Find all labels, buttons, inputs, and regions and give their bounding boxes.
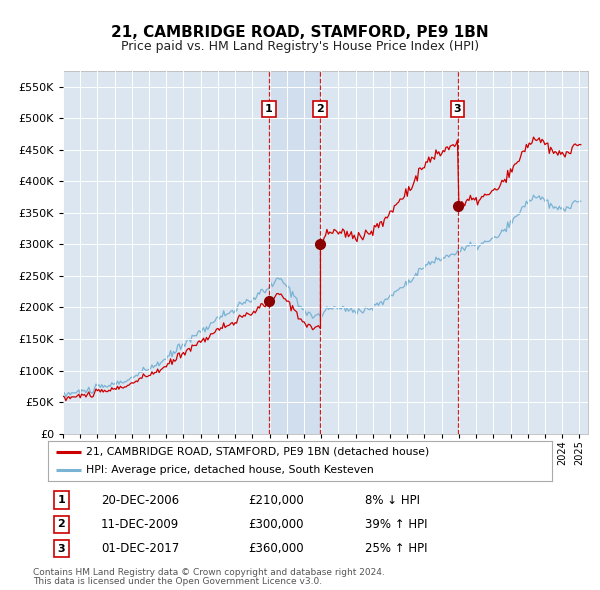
- Text: 2: 2: [316, 104, 324, 114]
- Text: 25% ↑ HPI: 25% ↑ HPI: [365, 542, 427, 555]
- Text: 1: 1: [265, 104, 273, 114]
- Text: This data is licensed under the Open Government Licence v3.0.: This data is licensed under the Open Gov…: [33, 577, 322, 586]
- Text: HPI: Average price, detached house, South Kesteven: HPI: Average price, detached house, Sout…: [86, 465, 374, 475]
- Text: 11-DEC-2009: 11-DEC-2009: [101, 518, 179, 531]
- Text: 3: 3: [454, 104, 461, 114]
- Text: 20-DEC-2006: 20-DEC-2006: [101, 493, 179, 507]
- Text: 8% ↓ HPI: 8% ↓ HPI: [365, 493, 420, 507]
- Text: 2: 2: [58, 519, 65, 529]
- Text: Price paid vs. HM Land Registry's House Price Index (HPI): Price paid vs. HM Land Registry's House …: [121, 40, 479, 53]
- Text: 1: 1: [58, 495, 65, 505]
- Bar: [269, 71, 320, 434]
- Text: Contains HM Land Registry data © Crown copyright and database right 2024.: Contains HM Land Registry data © Crown c…: [33, 568, 385, 576]
- Text: £360,000: £360,000: [248, 542, 304, 555]
- Text: 21, CAMBRIDGE ROAD, STAMFORD, PE9 1BN (detached house): 21, CAMBRIDGE ROAD, STAMFORD, PE9 1BN (d…: [86, 447, 429, 457]
- Text: £210,000: £210,000: [248, 493, 304, 507]
- Text: 21, CAMBRIDGE ROAD, STAMFORD, PE9 1BN: 21, CAMBRIDGE ROAD, STAMFORD, PE9 1BN: [111, 25, 489, 40]
- Text: 39% ↑ HPI: 39% ↑ HPI: [365, 518, 427, 531]
- Text: 01-DEC-2017: 01-DEC-2017: [101, 542, 179, 555]
- Text: 3: 3: [58, 544, 65, 553]
- Text: £300,000: £300,000: [248, 518, 304, 531]
